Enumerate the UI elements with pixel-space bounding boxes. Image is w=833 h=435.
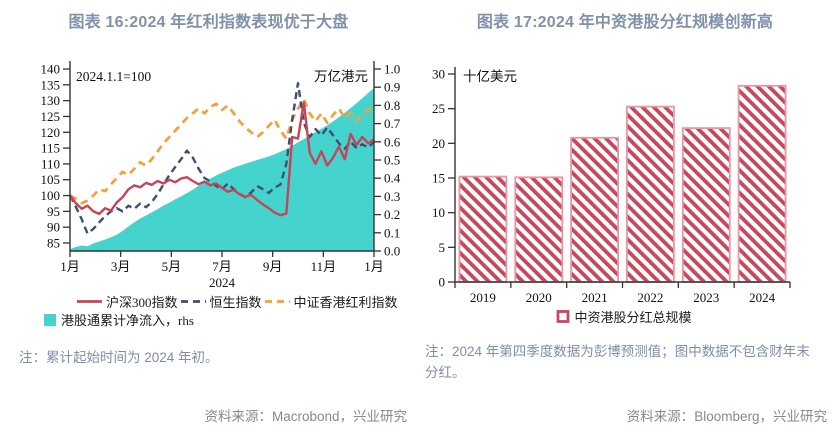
svg-text:105: 105 [41, 172, 61, 187]
svg-text:5: 5 [439, 240, 446, 255]
svg-text:125: 125 [41, 109, 61, 124]
svg-text:135: 135 [41, 77, 61, 92]
svg-text:0.9: 0.9 [384, 80, 400, 95]
legend-item-dividend-total: 中资港股分红总规模 [556, 307, 692, 326]
svg-text:100: 100 [41, 188, 61, 203]
svg-text:0.7: 0.7 [384, 116, 401, 131]
dashed-line-swatch-icon [180, 299, 206, 303]
figure-16-panel: 图表 16:2024 年红利指数表现优于大盘 85 90 95 100 105 110 11… [0, 14, 417, 435]
svg-text:0.8: 0.8 [384, 98, 400, 113]
legend-label-csi300: 沪深300指数 [106, 294, 178, 310]
figure-17-notes: 注：2024 年第四季度数据为彭博预测值；图中数据不包含财年末分红。 资料来源：… [417, 326, 833, 435]
svg-text:30: 30 [432, 67, 445, 82]
svg-text:85: 85 [47, 236, 60, 251]
figure-17-panel: 图表 17:2024 年中资港股分红规模创新高 0 5 10 15 20 25 30 2019… [417, 0, 833, 435]
figure-16-notes: 注：累计起始时间为 2024 年初。 资料来源：Macrobond，兴业研究 [0, 328, 417, 435]
svg-text:15: 15 [432, 171, 445, 186]
legend-item-csi300: 沪深300指数 [76, 292, 178, 311]
svg-text:0: 0 [439, 275, 446, 290]
svg-text:9月: 9月 [263, 259, 283, 274]
figure-16-title: 图表 16:2024 年红利指数表现优于大盘 [68, 14, 349, 31]
svg-text:0.1: 0.1 [384, 225, 400, 240]
bar-chart-legend: 中资港股分红总规模 [417, 306, 833, 326]
svg-text:95: 95 [47, 204, 60, 219]
svg-text:十亿美元: 十亿美元 [463, 69, 517, 84]
svg-text:90: 90 [47, 220, 60, 235]
svg-text:120: 120 [41, 125, 61, 140]
legend-label-hk-dividend: 中证香港红利指数 [293, 294, 398, 310]
figure-16-source: 资料来源：Macrobond，兴业研究 [204, 409, 407, 424]
figure-17-source: 资料来源：Bloomberg，兴业研究 [626, 409, 827, 424]
svg-text:2021: 2021 [582, 290, 608, 304]
svg-text:2024: 2024 [749, 290, 776, 304]
svg-text:110: 110 [41, 156, 60, 171]
svg-text:2022: 2022 [637, 290, 663, 304]
hatched-bar-swatch-icon [557, 310, 570, 323]
figure-17-note: 注：2024 年第四季度数据为彭博预测值；图中数据不包含财年末分红。 [425, 344, 810, 380]
svg-text:10: 10 [432, 205, 445, 220]
solid-line-swatch-icon [77, 299, 102, 303]
svg-text:115: 115 [41, 141, 60, 156]
svg-text:2020: 2020 [526, 290, 552, 304]
bar-chart: 0 5 10 15 20 25 30 2019 2020 2021 2022 2023 2024 十亿美元 [432, 67, 791, 304]
svg-text:2019: 2019 [470, 290, 496, 304]
legend-item-hsi: 恒生指数 [180, 292, 262, 311]
svg-text:1月: 1月 [364, 259, 384, 274]
svg-text:2024.1.1=100: 2024.1.1=100 [76, 69, 151, 84]
svg-text:万亿港元: 万亿港元 [314, 69, 368, 84]
svg-text:0.5: 0.5 [384, 153, 400, 168]
svg-text:3月: 3月 [111, 259, 131, 274]
svg-text:0.4: 0.4 [384, 171, 401, 186]
svg-text:2023: 2023 [693, 290, 719, 304]
svg-text:2024: 2024 [209, 275, 236, 290]
figure-17-title: 图表 17:2024 年中资港股分红规模创新高 [476, 14, 774, 31]
svg-text:7月: 7月 [212, 259, 232, 274]
figure-16-note: 注：累计起始时间为 2024 年初。 [19, 350, 219, 365]
dashed-line-swatch-icon [264, 299, 290, 303]
legend-label-hsi: 恒生指数 [209, 294, 262, 310]
svg-text:0.2: 0.2 [384, 207, 400, 222]
svg-text:11月: 11月 [311, 259, 337, 274]
svg-text:25: 25 [432, 101, 445, 116]
svg-text:0.6: 0.6 [384, 134, 401, 149]
svg-text:1.0: 1.0 [384, 62, 400, 77]
line-chart-legend: 沪深300指数 恒生指数 中证香港红利指数 [0, 292, 417, 328]
svg-text:0.0: 0.0 [384, 244, 400, 259]
legend-label-southbound-flow: 港股通累计净流入，rhs [61, 312, 194, 328]
legend-item-southbound-flow: 港股通累计净流入，rhs [44, 310, 194, 329]
svg-text:0.3: 0.3 [384, 189, 400, 204]
legend-label-dividend-total: 中资港股分红总规模 [574, 309, 692, 325]
svg-text:140: 140 [41, 62, 61, 77]
svg-text:5月: 5月 [162, 259, 182, 274]
svg-text:20: 20 [432, 136, 445, 151]
legend-item-hk-dividend: 中证香港红利指数 [264, 292, 398, 311]
area-swatch-icon [44, 313, 56, 326]
svg-text:1月: 1月 [60, 259, 80, 274]
svg-text:130: 130 [41, 93, 61, 108]
